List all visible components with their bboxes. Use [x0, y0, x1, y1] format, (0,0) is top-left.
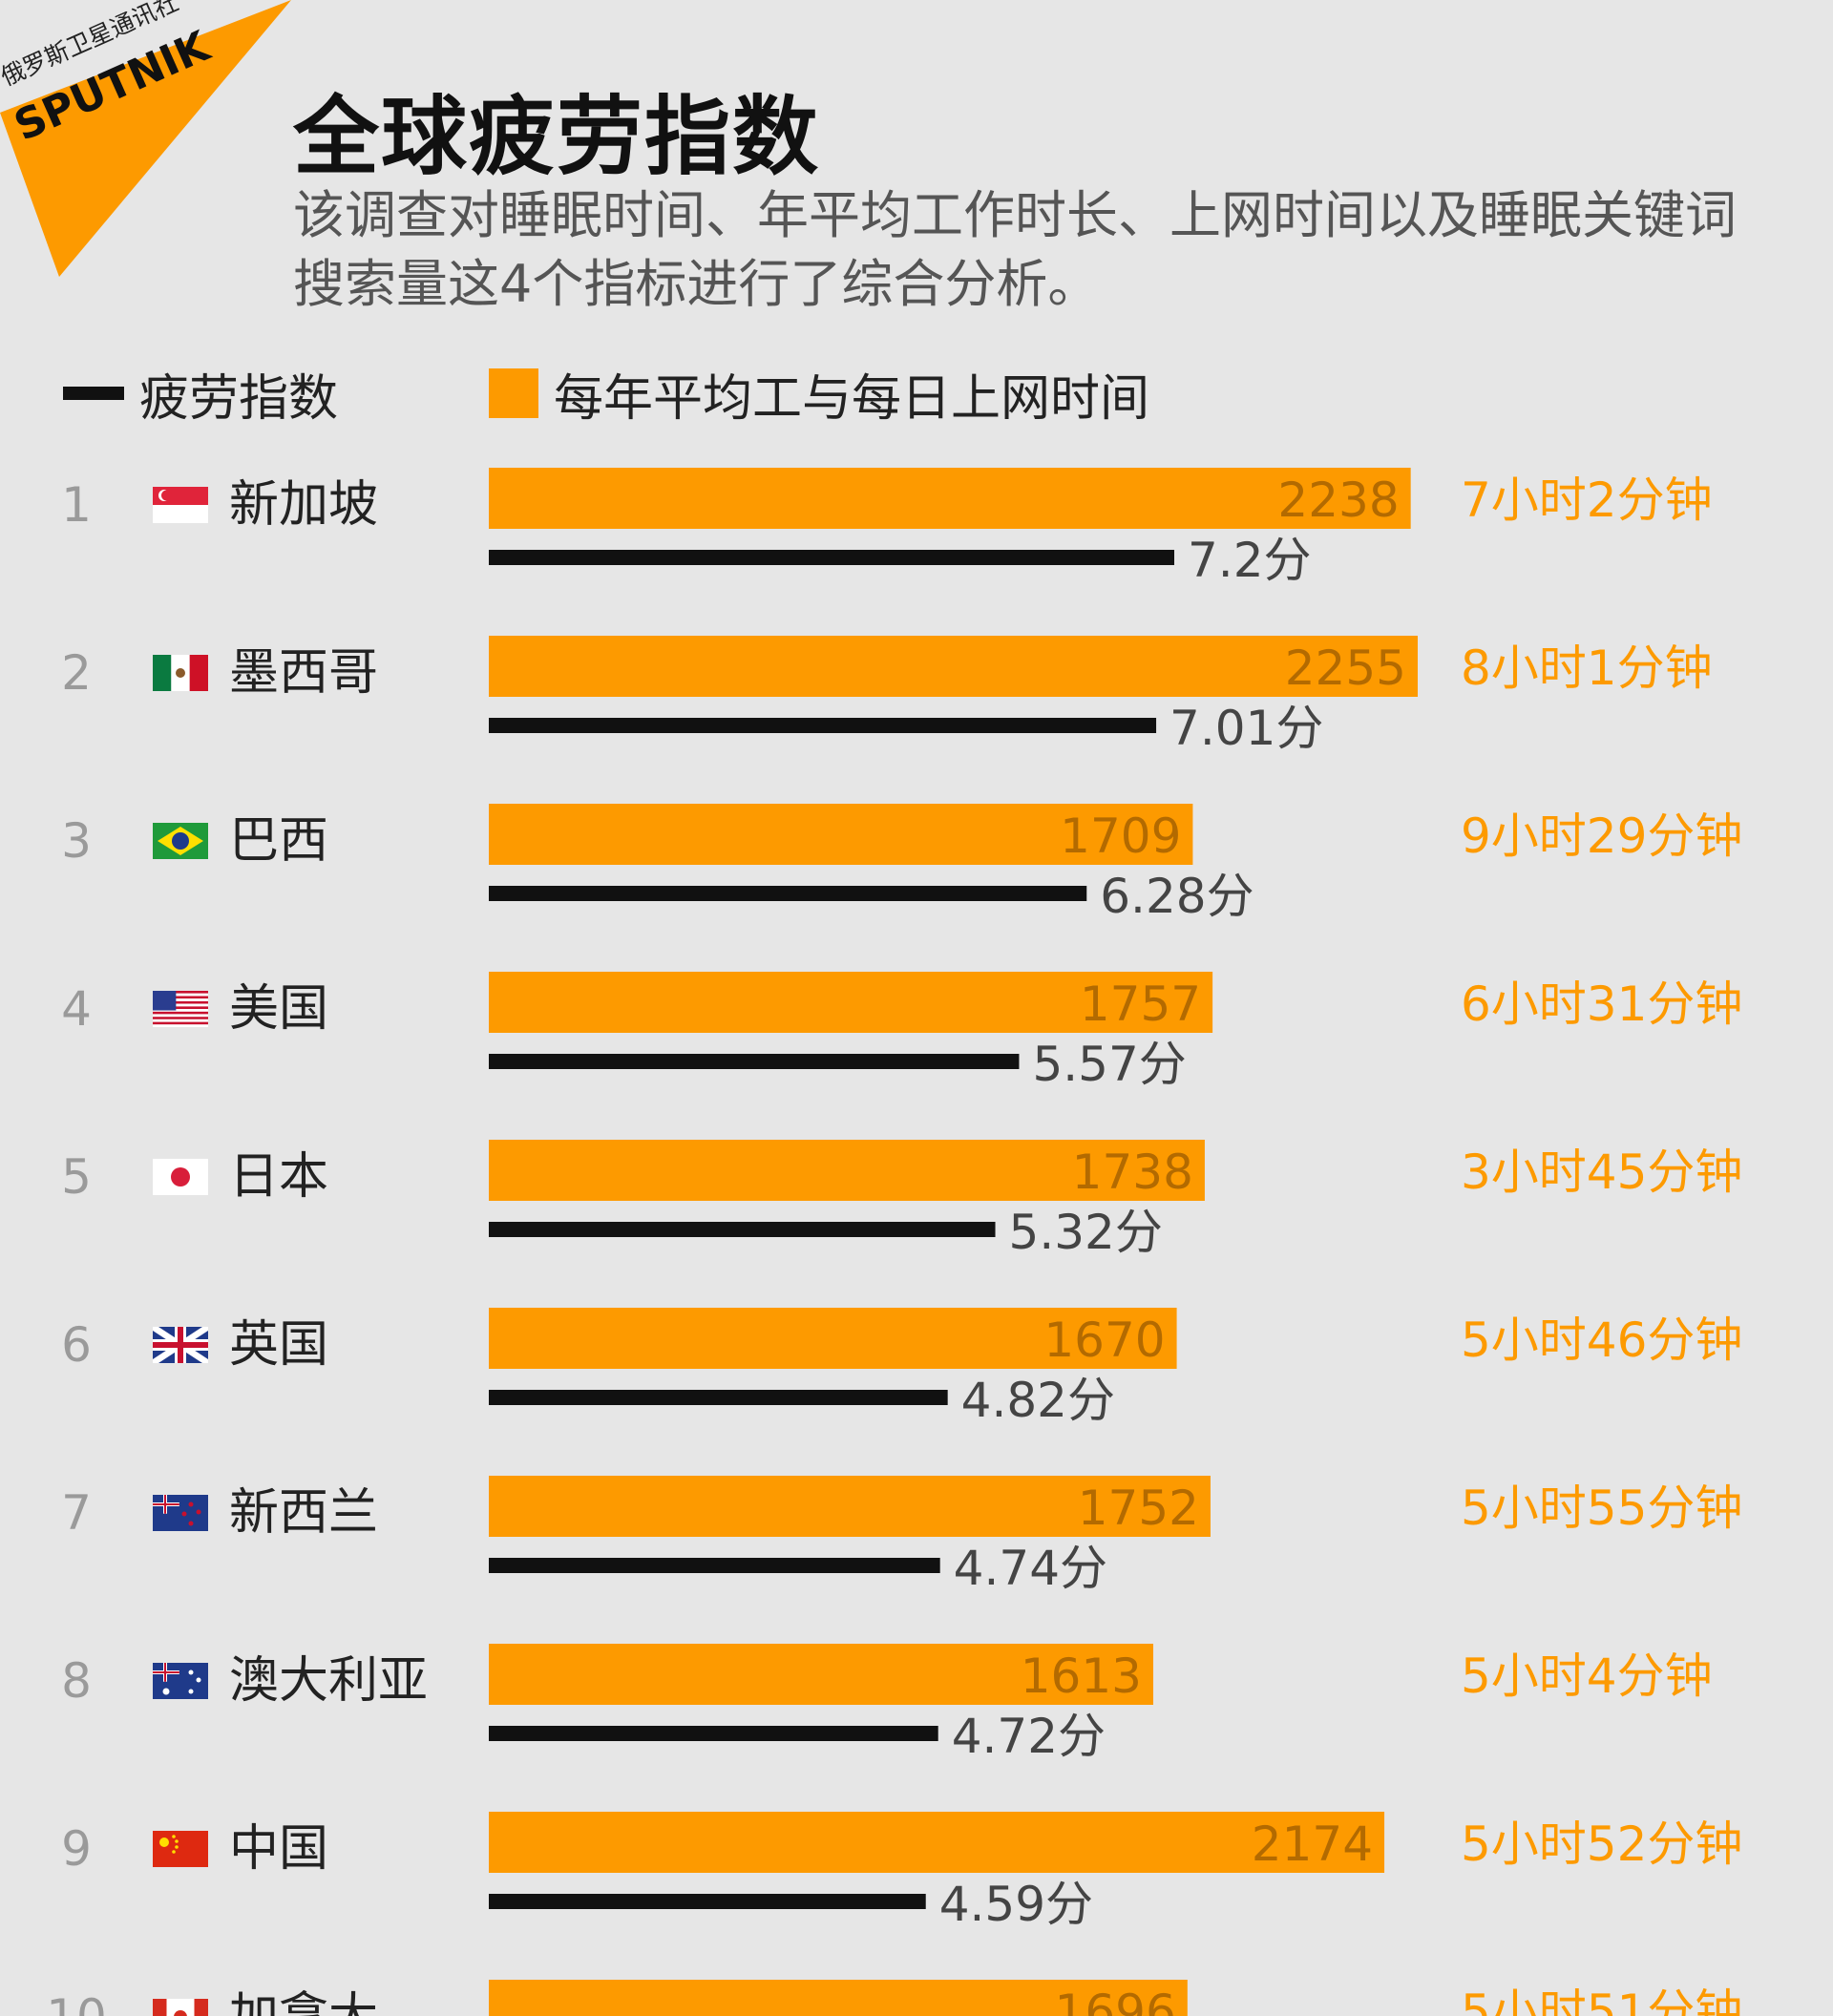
fatigue-index-value-label: 7.01分: [1169, 701, 1323, 756]
orange-bar-value-label: 2174: [1252, 1816, 1373, 1872]
daily-internet-time-label: 3小时45分钟: [1461, 1144, 1742, 1200]
orange-bar-value-label: 1613: [1021, 1648, 1142, 1704]
fatigue-index-bar: [489, 1726, 938, 1741]
fatigue-index-bar: [489, 1558, 940, 1573]
country-name: 中国: [229, 1820, 328, 1878]
legend-item-work-internet: 每年平均工与每日上网时间: [489, 359, 1149, 428]
rank-number: 10: [46, 1989, 107, 2016]
legend-label-fatigue-index: 疲劳指数: [139, 369, 339, 428]
orange-bar: [489, 804, 1193, 865]
legend-box-swatch: [489, 368, 538, 418]
rank-number: 3: [61, 813, 92, 869]
daily-internet-time-label: 5小时46分钟: [1461, 1312, 1742, 1368]
orange-bar: [489, 1812, 1385, 1873]
orange-bar-value-label: 1696: [1055, 1984, 1176, 2016]
fatigue-index-value-label: 5.32分: [1009, 1205, 1163, 1260]
flag-singapore-icon: [153, 487, 208, 523]
orange-bar-value-label: 1738: [1072, 1144, 1193, 1200]
orange-bar-value-label: 1757: [1080, 976, 1201, 1032]
orange-bar-value-label: 1752: [1078, 1480, 1199, 1536]
country-name: 美国: [229, 980, 328, 1038]
page-title: 全球疲劳指数: [293, 87, 820, 187]
orange-bar: [489, 1644, 1153, 1705]
flag-china-icon: [153, 1831, 208, 1867]
rank-number: 5: [61, 1149, 92, 1205]
orange-bar: [489, 468, 1411, 529]
legend-item-fatigue-index: 疲劳指数: [63, 359, 338, 428]
orange-bar-value-label: 2255: [1285, 640, 1406, 696]
country-name: 新西兰: [229, 1484, 378, 1542]
orange-bar-value-label: 1709: [1060, 808, 1181, 864]
flag-japan-icon: [153, 1159, 208, 1195]
fatigue-index-value-label: 4.59分: [939, 1877, 1093, 1932]
sputnik-logo: 俄罗斯卫星通讯社 SPUTNIK: [0, 0, 291, 277]
flag-mexico-icon: [153, 655, 208, 691]
fatigue-index-bar: [489, 1054, 1020, 1069]
orange-bar: [489, 1980, 1188, 2016]
daily-internet-time-label: 5小时4分钟: [1461, 1648, 1713, 1704]
orange-bar: [489, 1476, 1211, 1537]
fatigue-index-value-label: 7.2分: [1188, 533, 1312, 588]
orange-bar-value-label: 1670: [1043, 1312, 1165, 1368]
country-name: 英国: [229, 1316, 328, 1374]
orange-bar: [489, 972, 1213, 1033]
orange-bar-value-label: 2238: [1277, 472, 1399, 528]
country-name: 加拿大: [229, 1988, 378, 2016]
daily-internet-time-label: 5小时51分钟: [1461, 1984, 1742, 2016]
rank-number: 7: [61, 1485, 92, 1541]
legend-label-work-internet: 每年平均工与每日上网时间: [554, 369, 1150, 428]
rank-number: 9: [61, 1821, 92, 1877]
legend-line-swatch: [63, 387, 124, 400]
flag-usa-icon: [153, 991, 208, 1027]
orange-bar: [489, 1140, 1205, 1201]
flag-new-zealand-icon: [153, 1495, 208, 1531]
fatigue-index-value-label: 4.82分: [961, 1373, 1115, 1428]
fatigue-index-bar: [489, 718, 1157, 733]
rank-number: 6: [61, 1317, 92, 1373]
fatigue-index-value-label: 4.72分: [952, 1709, 1106, 1764]
daily-internet-time-label: 7小时2分钟: [1461, 472, 1713, 528]
fatigue-index-value-label: 4.74分: [954, 1541, 1107, 1596]
daily-internet-time-label: 5小时55分钟: [1461, 1480, 1742, 1536]
flag-canada-icon: [153, 1999, 208, 2016]
country-name: 日本: [229, 1148, 328, 1206]
daily-internet-time-label: 6小时31分钟: [1461, 976, 1742, 1032]
orange-bar: [489, 636, 1418, 697]
flag-uk-icon: [153, 1327, 208, 1363]
fatigue-index-bar: [489, 1894, 926, 1909]
fatigue-index-value-label: 5.57分: [1032, 1037, 1186, 1092]
flag-brazil-icon: [153, 823, 208, 859]
fatigue-index-bar: [489, 886, 1087, 901]
rank-number: 1: [61, 477, 92, 533]
fatigue-index-value-label: 6.28分: [1100, 869, 1254, 924]
orange-bar: [489, 1308, 1177, 1369]
country-name: 澳大利亚: [229, 1652, 428, 1710]
rank-number: 2: [61, 645, 92, 701]
country-name: 墨西哥: [229, 644, 378, 702]
fatigue-index-bar: [489, 1222, 996, 1237]
daily-internet-time-label: 5小时52分钟: [1461, 1816, 1742, 1872]
fatigue-index-bar: [489, 550, 1174, 565]
page-subtitle: 该调查对睡眠时间、年平均工作时长、上网时间以及睡眠关键词搜索量这4个指标进行了综…: [293, 185, 1737, 314]
rank-number: 8: [61, 1653, 92, 1709]
logo-triangle: [0, 0, 291, 277]
flag-australia-icon: [153, 1663, 208, 1699]
country-name: 巴西: [229, 812, 328, 870]
fatigue-index-bar: [489, 1390, 948, 1405]
rank-number: 4: [61, 981, 92, 1037]
daily-internet-time-label: 9小时29分钟: [1461, 808, 1742, 864]
daily-internet-time-label: 8小时1分钟: [1461, 640, 1713, 696]
country-name: 新加坡: [229, 476, 378, 534]
